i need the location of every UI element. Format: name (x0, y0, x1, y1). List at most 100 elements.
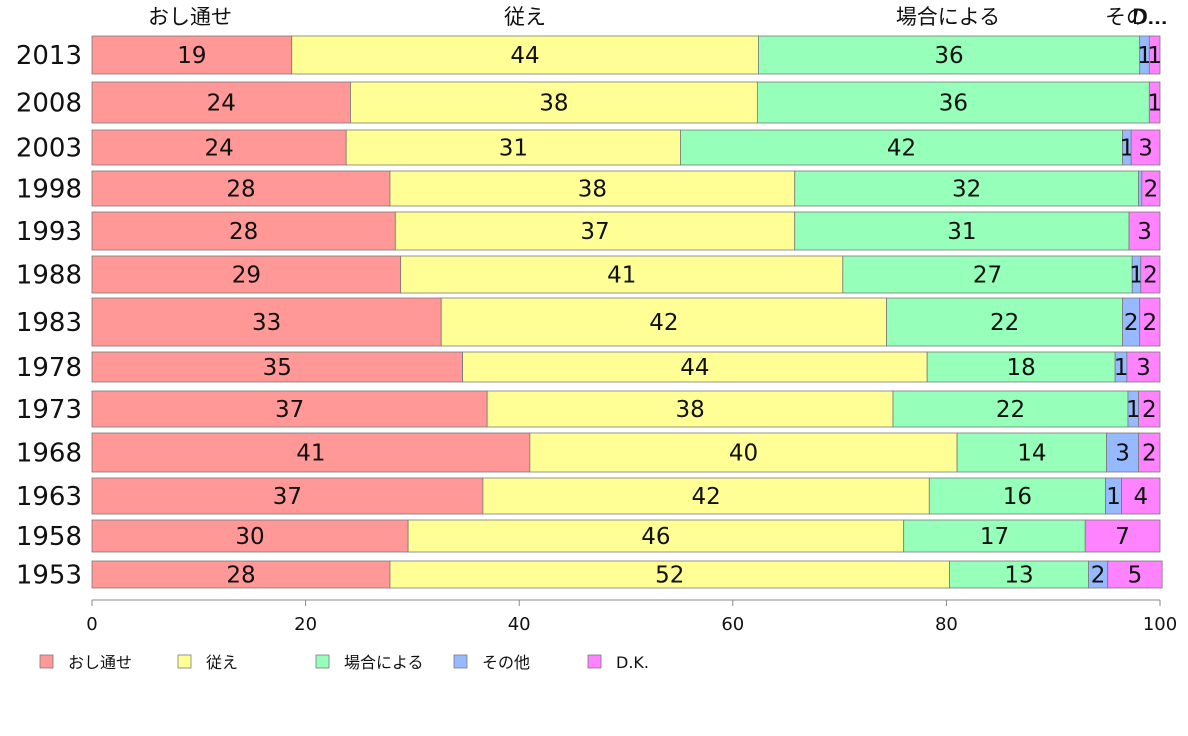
legend-swatch-shitagae (177, 654, 192, 669)
data-label-shitagae-2013: 44 (510, 43, 539, 69)
legend-swatch-dk (587, 654, 602, 669)
bar-segment-oshitoose-1993 (91, 211, 396, 251)
bar-segment-baai-ni-yoru-2013 (758, 35, 1141, 75)
bar-segment-dk-1963 (1121, 477, 1161, 515)
top-label-baai-ni-yoru: 場合による (896, 5, 1000, 29)
legend-item-shitagae: 従え (177, 653, 238, 672)
data-label-shitagae-1993: 37 (580, 219, 609, 245)
legend-item-sonota: その他 (453, 653, 530, 672)
data-label-dk-1983: 2 (1143, 310, 1158, 336)
data-label-oshitoose-1983: 33 (252, 310, 281, 336)
bar-segment-baai-ni-yoru-1968 (956, 432, 1108, 473)
data-label-shitagae-1988: 41 (607, 263, 636, 289)
bar-segment-dk-1988 (1140, 255, 1161, 294)
data-label-sonota-2013: 1 (1137, 43, 1152, 69)
bar-segment-oshitoose-2003 (91, 129, 347, 166)
bar-segment-shitagae-1953 (389, 560, 951, 589)
bar-segment-baai-ni-yoru-1963 (928, 477, 1106, 515)
data-label-shitagae-2003: 31 (499, 136, 528, 162)
data-label-oshitoose-1973: 37 (275, 397, 304, 423)
year-label-1983: 1983 (16, 308, 82, 338)
bar-segment-shitagae-1993 (394, 211, 796, 251)
bar-row-1968: 1968 41 40 14 3 2 (16, 432, 1161, 473)
data-label-dk-1993: 3 (1137, 219, 1152, 245)
top-label-dk: D... (1132, 5, 1168, 29)
data-label-sonota-1988: 1 (1129, 263, 1144, 289)
legend-label-dk: D.K. (616, 653, 649, 672)
data-label-shitagae-1968: 40 (729, 441, 758, 467)
bar-segment-oshitoose-1968 (91, 432, 531, 473)
legend-label-sonota: その他 (482, 653, 530, 672)
legend-label-baai-ni-yoru: 場合による (344, 653, 424, 672)
x-tick-label-80: 80 (935, 614, 958, 635)
bar-row-1958: 1958 30 46 17 7 (16, 519, 1161, 553)
bar-segment-dk-1968 (1138, 432, 1161, 473)
bar-segment-shitagae-2003 (345, 129, 681, 166)
data-label-shitagae-1958: 46 (641, 524, 670, 550)
data-label-dk-1998: 2 (1144, 177, 1159, 203)
legend: おし通せ 従え 場合による その他 D.K. (39, 653, 649, 672)
bar-segment-dk-2003 (1130, 129, 1161, 166)
year-label-1963: 1963 (16, 482, 82, 512)
data-label-baai-ni-yoru-1988: 27 (973, 263, 1002, 289)
data-label-oshitoose-1978: 35 (263, 355, 292, 381)
bar-segment-dk-1978 (1126, 351, 1161, 383)
bar-segment-oshitoose-2013 (91, 35, 293, 75)
bar-segment-shitagae-1983 (440, 297, 887, 347)
data-label-shitagae-2008: 38 (539, 91, 568, 117)
x-tick-label-40: 40 (508, 614, 531, 635)
data-label-baai-ni-yoru-1983: 22 (990, 310, 1019, 336)
data-label-oshitoose-2003: 24 (204, 136, 233, 162)
data-label-dk-1978: 3 (1136, 355, 1151, 381)
bar-row-1963: 1963 37 42 16 1 4 (16, 477, 1161, 515)
year-label-1998: 1998 (16, 175, 82, 205)
data-label-baai-ni-yoru-1998: 32 (952, 177, 981, 203)
bar-segment-dk-1983 (1139, 297, 1161, 347)
legend-swatch-oshitoose (39, 654, 54, 669)
data-label-baai-ni-yoru-1963: 16 (1003, 484, 1032, 510)
bar-segment-oshitoose-1988 (91, 255, 402, 294)
legend-swatch-baai-ni-yoru (315, 654, 330, 669)
bar-segment-oshitoose-1963 (91, 477, 484, 515)
legend-item-dk: D.K. (587, 653, 649, 672)
bar-row-1953: 1953 28 52 13 2 5 (16, 560, 1163, 591)
bar-segment-dk-1973 (1138, 390, 1161, 428)
data-label-oshitoose-1953: 28 (226, 563, 255, 589)
bar-segment-baai-ni-yoru-1973 (892, 390, 1129, 428)
bar-segment-sonota-1968 (1106, 432, 1140, 473)
year-label-1953: 1953 (16, 561, 82, 591)
bar-segment-baai-ni-yoru-1998 (794, 170, 1140, 207)
data-label-dk-1968: 2 (1142, 441, 1157, 467)
data-label-oshitoose-2013: 19 (177, 43, 206, 69)
data-label-dk-1958: 7 (1115, 524, 1130, 550)
year-label-2003: 2003 (16, 134, 82, 164)
data-label-baai-ni-yoru-1993: 31 (947, 219, 976, 245)
bar-segment-dk-2008 (1148, 81, 1161, 124)
bar-segment-dk-1993 (1128, 211, 1161, 251)
data-label-baai-ni-yoru-2013: 36 (934, 43, 963, 69)
bar-row-2008: 2008 24 38 36 1 (16, 81, 1162, 124)
data-label-sonota-1978: 1 (1114, 355, 1129, 381)
data-label-dk-1953: 5 (1128, 563, 1143, 589)
bar-segment-dk-1998 (1141, 170, 1161, 207)
year-label-1993: 1993 (16, 217, 82, 247)
data-label-sonota-1973: 1 (1126, 397, 1141, 423)
bar-segment-oshitoose-1958 (91, 519, 409, 553)
data-label-sonota-1963: 1 (1106, 484, 1121, 510)
data-label-dk-2008: 1 (1147, 91, 1162, 117)
bar-segment-dk-2013 (1148, 35, 1161, 75)
data-label-oshitoose-1968: 41 (296, 441, 325, 467)
x-tick-label-60: 60 (721, 614, 744, 635)
bar-segment-baai-ni-yoru-2008 (756, 81, 1150, 124)
year-label-1958: 1958 (16, 522, 82, 552)
bar-segment-sonota-1998 (1138, 170, 1143, 207)
year-label-1988: 1988 (16, 261, 82, 291)
year-label-2008: 2008 (16, 89, 82, 119)
bar-segment-shitagae-1978 (462, 351, 928, 383)
year-label-1978: 1978 (16, 353, 82, 383)
legend-label-oshitoose: おし通せ (68, 653, 132, 672)
year-label-1973: 1973 (16, 395, 82, 425)
data-label-dk-2013: 1 (1147, 43, 1162, 69)
